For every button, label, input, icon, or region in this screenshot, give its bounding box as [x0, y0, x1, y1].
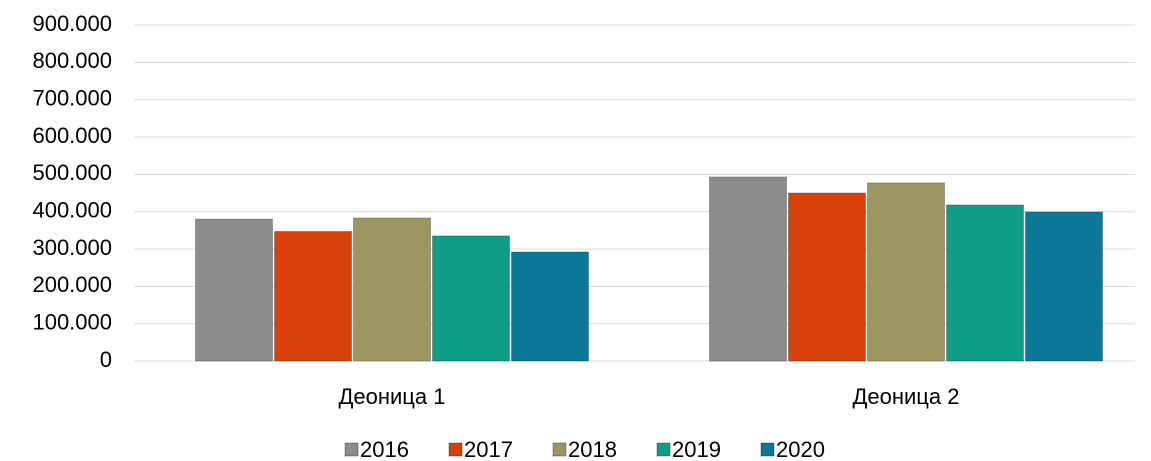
- y-tick-label: 900.000: [32, 11, 112, 36]
- y-tick-label: 0: [100, 347, 112, 372]
- bar: [709, 176, 787, 362]
- legend-swatch: [344, 442, 359, 457]
- y-tick-label: 400.000: [32, 197, 112, 222]
- legend-label: 2018: [568, 437, 617, 461]
- y-tick-label: 200.000: [32, 272, 112, 297]
- y-tick-label: 700.000: [32, 85, 112, 110]
- legend-label: 2019: [672, 437, 721, 461]
- y-tick-label: 300.000: [32, 235, 112, 260]
- y-tick-label: 600.000: [32, 123, 112, 148]
- bar: [274, 230, 352, 362]
- bar: [867, 182, 945, 362]
- legend-swatch: [656, 442, 671, 457]
- legend-label: 2020: [776, 437, 825, 461]
- y-tick-label: 100.000: [32, 309, 112, 334]
- x-tick-label: Деоница 1: [339, 384, 446, 409]
- x-tick-label: Деоница 2: [853, 384, 960, 409]
- legend-swatch: [448, 442, 463, 457]
- bar: [946, 204, 1024, 362]
- legend-swatch: [760, 442, 775, 457]
- legend-swatch: [552, 442, 567, 457]
- bar: [353, 217, 431, 362]
- y-tick-label: 500.000: [32, 160, 112, 185]
- bar: [511, 251, 589, 362]
- bar: [195, 218, 273, 362]
- y-tick-label: 800.000: [32, 48, 112, 73]
- bar: [788, 192, 866, 362]
- bar: [432, 235, 510, 362]
- legend-label: 2016: [360, 437, 409, 461]
- legend-label: 2017: [464, 437, 513, 461]
- bar: [1025, 211, 1103, 362]
